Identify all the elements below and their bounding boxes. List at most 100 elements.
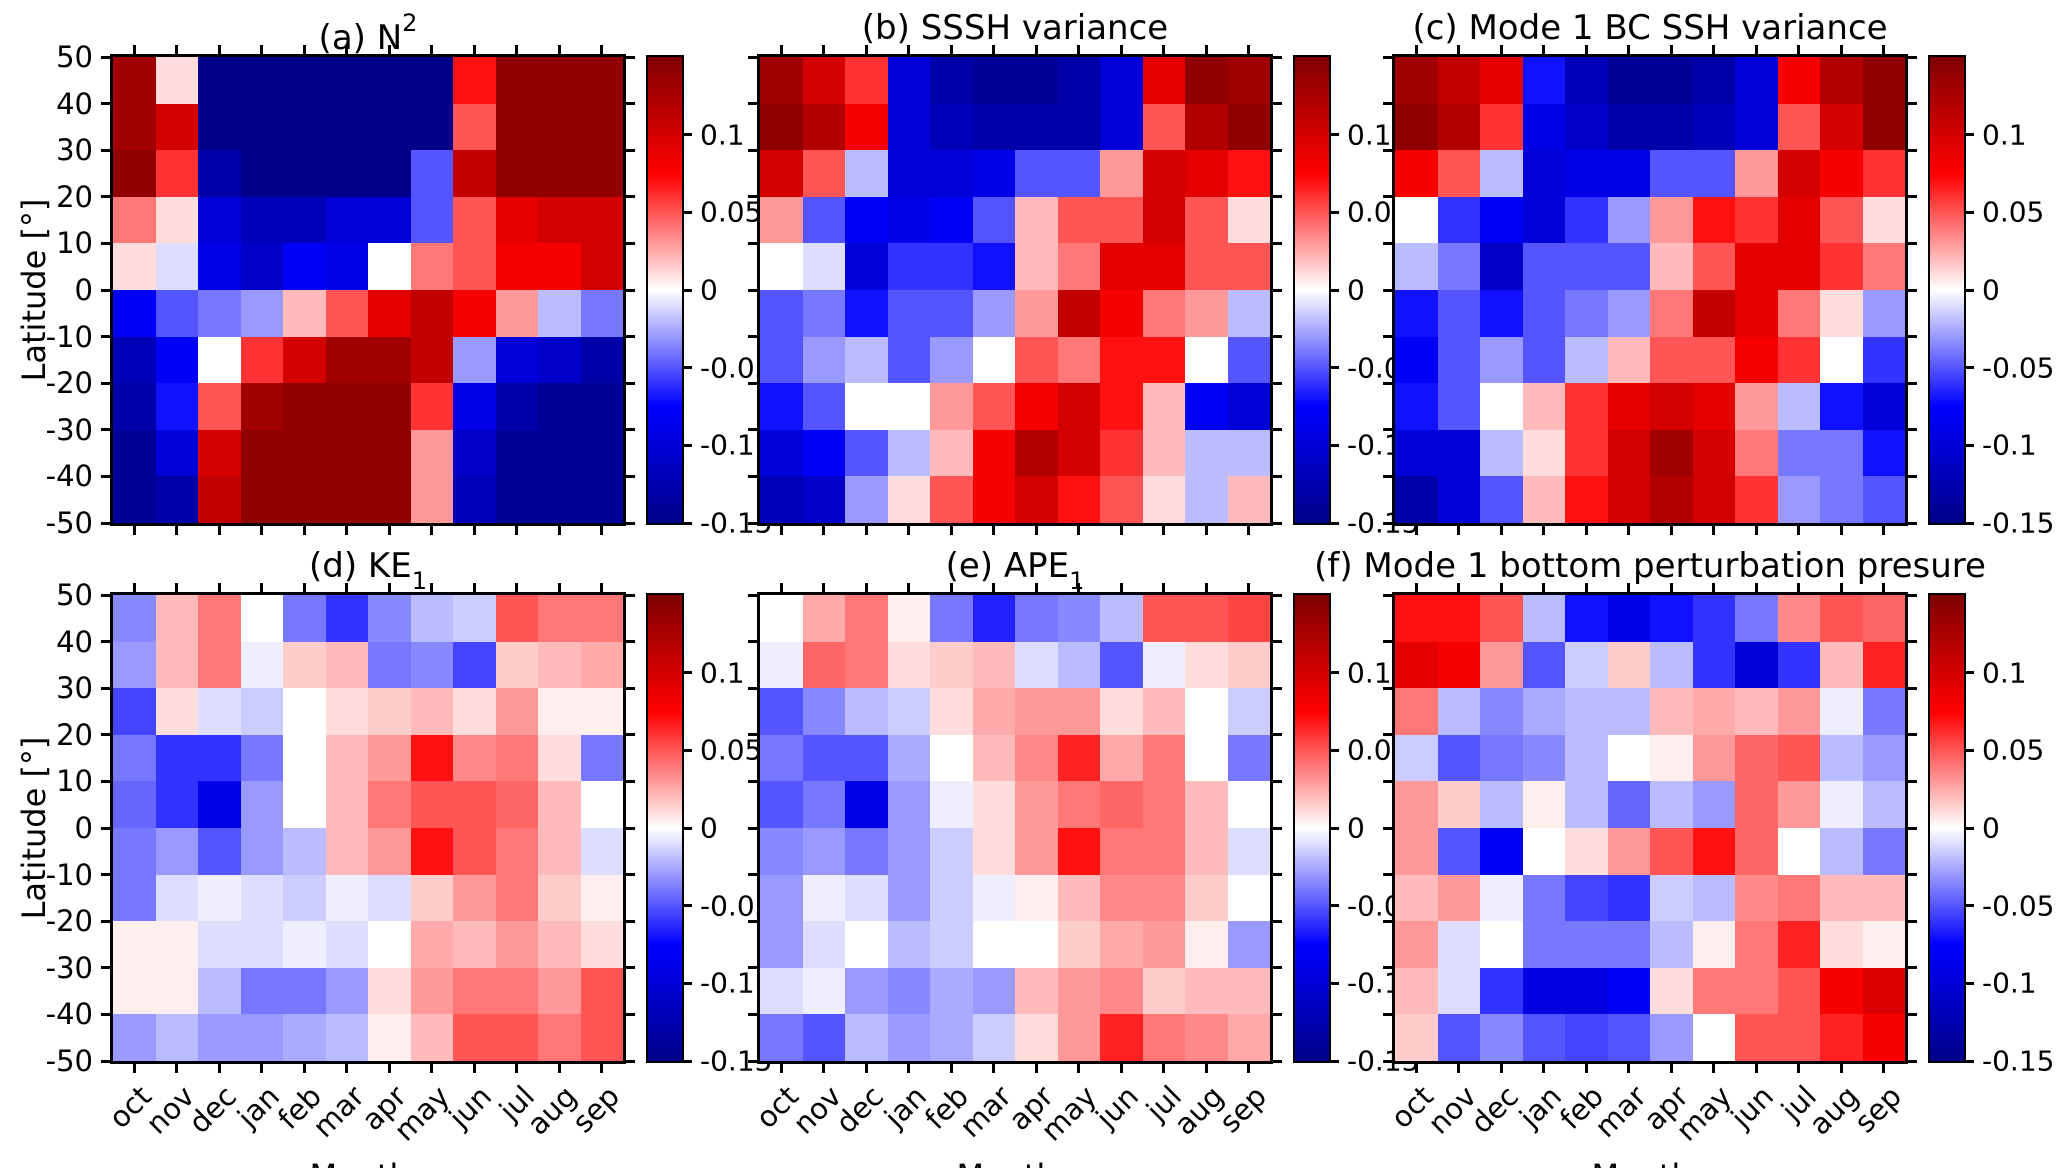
heatmap-cell (887, 1014, 930, 1061)
heatmap-cell (1437, 827, 1480, 875)
colorbar-tick-label: 0.1 (1347, 118, 1392, 152)
x-tick-bottom (1797, 1064, 1801, 1073)
heatmap-cell (1100, 243, 1143, 290)
colorbar-tick (684, 288, 692, 292)
heatmap-cell (495, 57, 538, 104)
heatmap-cell (1777, 688, 1820, 735)
heatmap-cell (1650, 383, 1693, 430)
heatmap-cell (580, 921, 623, 968)
x-tick-bottom (1882, 526, 1886, 535)
heatmap-cell (198, 688, 241, 735)
y-tick-left (748, 195, 757, 199)
colorbar-tick-label: -0.15 (1982, 506, 2055, 540)
heatmap-cell (1227, 103, 1270, 151)
x-tick-top (1669, 45, 1673, 54)
heatmap-cell (1015, 243, 1058, 290)
heatmap-cell (1057, 827, 1100, 875)
heatmap-cell (1820, 1014, 1863, 1061)
heatmap-cell (1480, 595, 1523, 642)
y-tick-right (1908, 640, 1917, 644)
colorbar-c (1928, 55, 1966, 525)
heatmap-cell (1692, 921, 1735, 968)
heatmap-cell (1777, 289, 1820, 337)
x-tick-top (472, 45, 476, 54)
y-tick-left (1383, 102, 1392, 106)
y-tick-right (1273, 733, 1282, 737)
x-tick-label-mar: mar (952, 1079, 1018, 1145)
y-tick-right (1273, 640, 1282, 644)
heatmap-cell (1057, 641, 1100, 689)
x-tick-top (1712, 45, 1716, 54)
heatmap-cell (887, 921, 930, 968)
heatmap-cell (1100, 103, 1143, 151)
heatmap-cell (1607, 103, 1650, 151)
colorbar-tick-label: -0.1 (1347, 428, 1402, 462)
heatmap-cell (1692, 476, 1735, 523)
heatmap-cell (453, 967, 496, 1015)
heatmap-cell (1522, 595, 1565, 642)
x-tick-top (515, 583, 519, 592)
heatmap-cell (1395, 734, 1438, 782)
x-axis-label: Months (1592, 1157, 1709, 1168)
heatmap-cell (1480, 150, 1523, 197)
heatmap-cell (1522, 476, 1565, 523)
colorbar-tick-label: 0.05 (700, 733, 763, 767)
heatmap-cell (198, 921, 241, 968)
heatmap-cell (1820, 243, 1863, 290)
x-tick-top (1119, 45, 1123, 54)
x-tick-bottom (1839, 1064, 1843, 1073)
heatmap-cell (1437, 688, 1480, 735)
heatmap-cell (155, 688, 198, 735)
heatmap-cell (325, 289, 368, 337)
heatmap-cell (802, 874, 845, 922)
y-tick-left (748, 919, 757, 923)
y-tick-label: 10 (56, 764, 93, 799)
heatmap-cell (410, 595, 453, 642)
heatmap-cell (155, 196, 198, 244)
heatmap-cell (1735, 827, 1778, 875)
heatmap-cell (1015, 336, 1058, 384)
x-tick-top (992, 45, 996, 54)
heatmap-cell (1522, 336, 1565, 384)
heatmap-cell (1480, 641, 1523, 689)
heatmap-cell (1522, 967, 1565, 1015)
heatmap-cell (1692, 688, 1735, 735)
x-tick-label-oct: oct (102, 1079, 159, 1135)
heatmap-cell (113, 383, 156, 430)
heatmap-cell (1185, 103, 1228, 151)
heatmap-cell (410, 383, 453, 430)
y-tick-right (1273, 919, 1282, 923)
heatmap-cell (495, 476, 538, 523)
heatmap-cell (538, 781, 581, 828)
heatmap-cell (198, 967, 241, 1015)
heatmap-cell (198, 150, 241, 197)
y-tick-left (1383, 1059, 1392, 1063)
heatmap-cell (1437, 641, 1480, 689)
heatmap-cell (1142, 150, 1185, 197)
colorbar-tick (684, 366, 692, 370)
heatmap-cell (325, 336, 368, 384)
heatmap-cell (1480, 243, 1523, 290)
heatmap-cell (240, 781, 283, 828)
heatmap-cell (972, 734, 1015, 782)
heatmap-cell (538, 874, 581, 922)
y-tick-label: 0 (74, 811, 93, 845)
x-tick-top (1119, 583, 1123, 592)
y-tick-right (1908, 428, 1917, 432)
x-tick-top (822, 583, 826, 592)
heatmap-cell (887, 336, 930, 384)
heatmap-cell (972, 967, 1015, 1015)
heatmap-cell (1735, 336, 1778, 384)
heatmap-cell (240, 103, 283, 151)
x-tick-bottom (1414, 1064, 1418, 1073)
heatmap-cell (155, 921, 198, 968)
y-tick-left (748, 593, 757, 597)
heatmap-cell (1777, 476, 1820, 523)
y-tick-right (1908, 335, 1917, 339)
heatmap-cell (198, 383, 241, 430)
heatmap-cell (1185, 734, 1228, 782)
colorbar-tick-label: -0.15 (700, 506, 773, 540)
heatmap-cell (1862, 196, 1905, 244)
heatmap-cell (1057, 336, 1100, 384)
y-tick-right (626, 55, 635, 59)
